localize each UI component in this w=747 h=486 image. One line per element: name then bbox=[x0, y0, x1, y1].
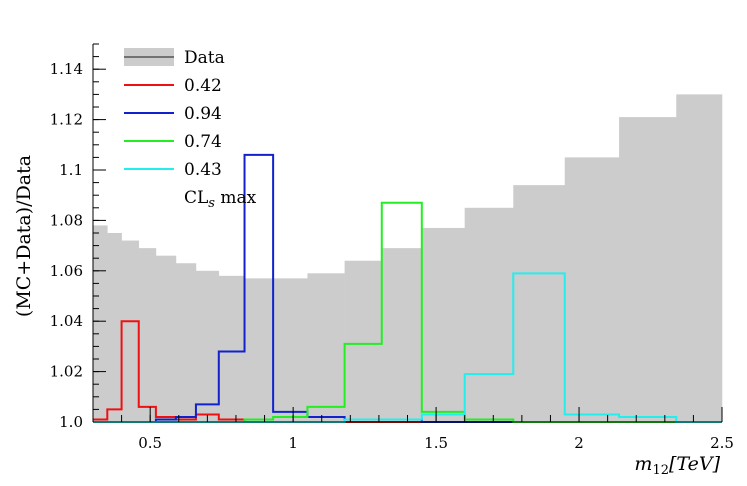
data-band-bin bbox=[155, 255, 177, 422]
data-band-bin bbox=[107, 233, 122, 422]
data-band-bin bbox=[464, 207, 514, 422]
y-tick-label: 1.1 bbox=[59, 161, 83, 179]
y-tick-label: 1.12 bbox=[50, 111, 83, 129]
x-axis-title-sub: 12 bbox=[652, 463, 669, 478]
legend-label-0: 0.42 bbox=[184, 76, 222, 96]
x-tick-label: 2.5 bbox=[710, 434, 734, 452]
y-tick-label: 1.06 bbox=[50, 262, 83, 280]
y-tick-label: 1.14 bbox=[50, 60, 83, 78]
data-band-bin bbox=[344, 260, 383, 422]
legend-label-1: 0.94 bbox=[184, 104, 222, 124]
data-band-bin bbox=[513, 185, 566, 422]
axes: 1.0 1.02 1.04 1.06 1.08 1.1 1.12 1.14 0.5 1 1.5 2 2.… bbox=[50, 43, 734, 452]
x-axis-title-main: m bbox=[634, 453, 652, 475]
data-band-bin bbox=[307, 273, 345, 422]
x-tick-label: 0.5 bbox=[138, 434, 162, 452]
data-band-bin bbox=[619, 117, 677, 422]
data-band-bin bbox=[175, 263, 197, 422]
data-band-bin bbox=[421, 227, 465, 422]
y-tick-label: 1.08 bbox=[50, 211, 83, 229]
y-tick-label: 1.0 bbox=[59, 413, 83, 431]
data-band-bin bbox=[676, 94, 723, 423]
data-band-bin bbox=[121, 240, 140, 422]
x-axis-title: m12[TeV] bbox=[634, 453, 720, 478]
data-band-bin bbox=[273, 278, 308, 422]
legend: Data 0.42 0.94 0.74 0.43 CLs max bbox=[124, 48, 257, 211]
x-tick-label: 2 bbox=[574, 434, 584, 452]
data-band bbox=[93, 94, 723, 423]
data-band-bin bbox=[244, 278, 274, 422]
data-band-bin bbox=[93, 225, 108, 422]
data-band-bin bbox=[195, 270, 220, 422]
data-band-bin bbox=[564, 157, 620, 422]
y-axis-title: (MC+Data)/Data bbox=[13, 155, 35, 317]
x-axis-title-unit: [TeV] bbox=[669, 453, 721, 475]
y-tick-label: 1.02 bbox=[50, 363, 83, 381]
data-band-bin bbox=[218, 275, 245, 422]
x-tick-label: 1 bbox=[288, 434, 298, 452]
legend-label-3: 0.43 bbox=[184, 160, 222, 180]
legend-label-2: 0.74 bbox=[184, 132, 222, 152]
legend-footer: CLs max bbox=[184, 188, 257, 211]
legend-label-data: Data bbox=[184, 48, 225, 68]
data-band-bin bbox=[138, 248, 157, 422]
y-tick-label: 1.04 bbox=[50, 312, 83, 330]
x-tick-label: 1.5 bbox=[424, 434, 448, 452]
data-band-bin bbox=[381, 248, 423, 422]
